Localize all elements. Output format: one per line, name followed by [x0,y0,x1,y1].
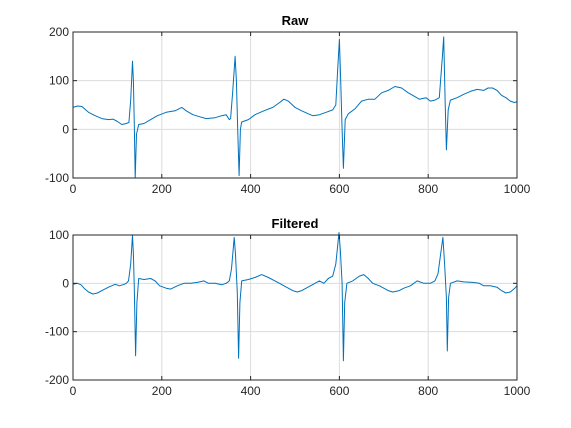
filtered-ytick-label: -100 [45,325,69,339]
raw-xtick-label: 0 [70,182,77,196]
raw-xtick-label: 1000 [504,182,531,196]
raw-ytick-label: 100 [49,74,69,88]
raw-xtick-label: 400 [241,182,261,196]
filtered-xtick-label: 400 [241,384,261,398]
filtered-xtick-label: 0 [70,384,77,398]
filtered-ytick-label: 100 [49,228,69,242]
filtered-ytick-label: 0 [62,276,69,290]
filtered-axes-frame [72,234,518,381]
filtered-ytick-label: -200 [45,373,69,387]
filtered-trace [72,232,518,362]
raw-ytick-label: 0 [62,122,69,136]
raw-xtick-label: 600 [329,182,349,196]
raw-ytick-label: 200 [49,25,69,39]
raw-axes-frame [72,31,518,179]
raw-xtick-label: 200 [152,182,172,196]
filtered-xtick-label: 600 [329,384,349,398]
filtered-xtick-label: 200 [152,384,172,398]
raw-title: Raw [282,13,310,28]
filtered-subplot: 0 200 400 600 800 1000 -200 -100 0 100 Filtered [45,216,531,398]
filtered-title: Filtered [272,216,319,231]
raw-ytick-label: -100 [45,171,69,185]
filtered-xtick-label: 800 [418,384,438,398]
filtered-series-line [72,232,518,362]
filtered-xtick-label: 1000 [504,384,531,398]
filtered-ticks: 0 200 400 600 800 1000 -200 -100 0 100 [45,228,531,398]
raw-xtick-label: 800 [418,182,438,196]
